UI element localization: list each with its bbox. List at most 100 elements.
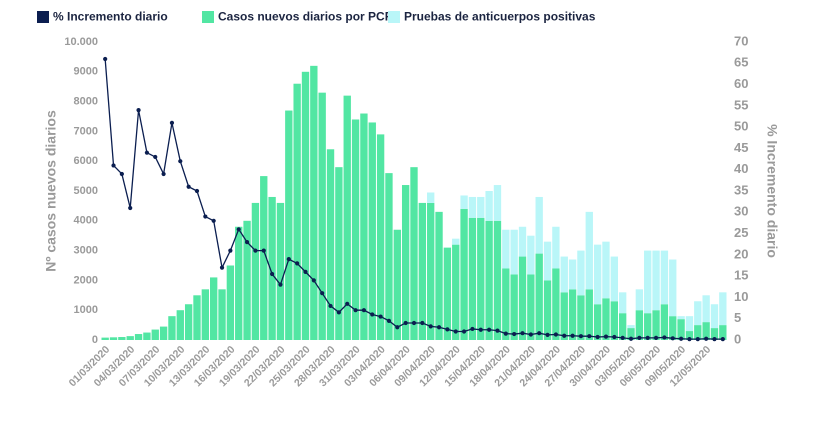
line-point xyxy=(712,337,717,342)
y2-tick-label: 5 xyxy=(734,310,741,325)
bar xyxy=(719,325,727,340)
bar xyxy=(485,220,493,340)
bar xyxy=(502,268,510,340)
y-tick-label: 0 xyxy=(92,334,98,346)
bar xyxy=(276,202,285,340)
bar xyxy=(393,229,401,340)
bar xyxy=(510,229,518,275)
line-point xyxy=(236,227,241,232)
bar xyxy=(226,265,235,340)
line-point xyxy=(587,334,592,339)
line-point xyxy=(345,301,350,306)
bar xyxy=(301,71,310,341)
line-point xyxy=(144,150,150,155)
y2-tick-label: 60 xyxy=(734,76,748,91)
line-point xyxy=(161,171,166,177)
bar xyxy=(585,211,593,290)
bar xyxy=(568,259,577,290)
line-point xyxy=(436,325,442,330)
bar xyxy=(518,226,527,257)
bar xyxy=(418,202,427,340)
bar xyxy=(635,310,644,340)
bar xyxy=(168,316,176,340)
bar xyxy=(143,332,151,340)
line-point xyxy=(720,337,725,342)
bar xyxy=(602,298,610,340)
line-point xyxy=(545,332,550,337)
bar xyxy=(460,208,468,340)
line-point xyxy=(228,248,233,253)
line-point xyxy=(512,331,517,337)
line-point xyxy=(645,335,650,340)
y2-tick-label: 70 xyxy=(734,33,748,48)
line-point xyxy=(687,337,692,342)
line-point xyxy=(278,282,283,287)
bar xyxy=(535,253,543,340)
line-point xyxy=(445,327,450,332)
bar xyxy=(268,196,276,340)
bar xyxy=(644,250,652,314)
bar xyxy=(134,334,143,340)
y2-tick-label: 25 xyxy=(734,225,748,240)
bar xyxy=(151,329,159,340)
bar xyxy=(468,217,477,340)
bar xyxy=(669,259,677,317)
line-point xyxy=(311,278,316,283)
bar xyxy=(126,336,134,340)
line-point xyxy=(178,159,183,164)
bar xyxy=(652,310,660,340)
bar xyxy=(318,92,326,340)
line-point xyxy=(128,205,133,211)
line-point xyxy=(295,261,300,266)
line-point xyxy=(537,331,542,336)
line-point xyxy=(219,265,225,270)
bar xyxy=(368,122,376,341)
bar xyxy=(218,289,226,340)
line-point xyxy=(670,336,675,341)
line-point xyxy=(453,329,458,334)
bar xyxy=(343,95,351,340)
line-point xyxy=(169,120,175,125)
line-point xyxy=(353,308,358,313)
bar xyxy=(552,226,560,269)
line-point xyxy=(203,214,208,219)
bar xyxy=(669,316,677,340)
bar xyxy=(443,247,452,340)
y-tick-label: 2000 xyxy=(74,274,98,286)
bar xyxy=(335,167,343,340)
bar xyxy=(677,316,685,320)
bar xyxy=(485,191,493,221)
line-point xyxy=(570,333,575,338)
bar xyxy=(660,304,669,340)
legend-label: Casos nuevos diarios por PCR xyxy=(218,10,394,24)
line-point xyxy=(628,336,634,341)
y-tick-label: 3000 xyxy=(74,245,98,257)
bar xyxy=(602,241,610,299)
y-tick-label: 4000 xyxy=(74,215,98,227)
legend-swatch xyxy=(37,11,49,23)
bar xyxy=(660,250,669,305)
bar xyxy=(401,185,410,340)
bar xyxy=(543,280,552,340)
bar xyxy=(719,292,727,326)
line-point xyxy=(704,336,709,341)
legend-swatch xyxy=(388,11,400,23)
line-point xyxy=(194,188,200,194)
y-tick-label: 9000 xyxy=(74,66,98,78)
bar xyxy=(627,325,635,329)
bar xyxy=(652,250,660,311)
bar xyxy=(493,220,502,340)
bar xyxy=(535,196,543,254)
legend-label: Pruebas de anticuerpos positivas xyxy=(404,10,596,24)
line-point xyxy=(487,327,492,332)
bar xyxy=(460,195,468,209)
bar xyxy=(427,192,435,203)
line-point xyxy=(103,56,108,62)
y-axis-title: Nº casos nuevos diarios xyxy=(43,110,59,272)
line-point xyxy=(495,328,500,333)
bar xyxy=(184,304,193,340)
bar xyxy=(527,235,535,275)
bar xyxy=(176,310,184,340)
line-point xyxy=(111,163,116,168)
line-point xyxy=(478,327,483,332)
